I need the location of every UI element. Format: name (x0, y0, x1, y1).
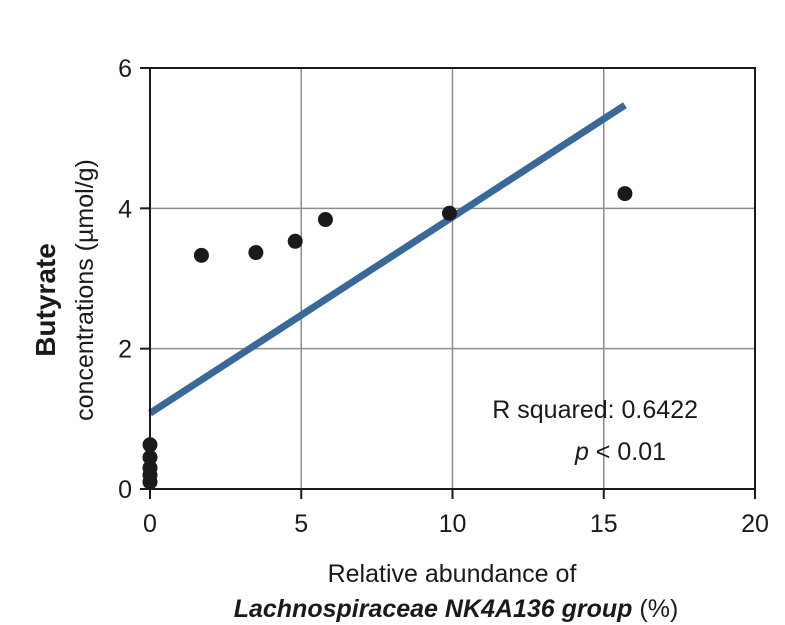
x-axis-unit: (%) (639, 595, 678, 623)
y-tick-label: 0 (118, 476, 132, 504)
x-tick-label: 20 (741, 510, 769, 538)
y-tick-label: 4 (118, 195, 132, 223)
y-tick-label: 6 (118, 55, 132, 83)
data-point (441, 205, 457, 221)
p-symbol: p (574, 438, 589, 466)
y-axis-label-rest: concentrations (µmol/g) (71, 159, 99, 421)
x-axis-ticks: 0 5 10 15 20 (143, 489, 769, 538)
r-squared-annotation: R squared: 0.6422 (492, 396, 698, 424)
data-point (287, 233, 303, 249)
x-tick-label: 15 (590, 510, 618, 538)
x-tick-label: 10 (439, 510, 467, 538)
x-axis-label-line1: Relative abundance of (328, 560, 577, 588)
regression-line (148, 102, 627, 417)
x-tick-label: 5 (294, 510, 308, 538)
x-axis-label-line2: Lachnospiraceae NK4A136 group (%) (234, 595, 679, 623)
grid-lines (150, 68, 755, 489)
y-axis-label-bold: Butyrate (30, 243, 61, 357)
y-axis-ticks: 0 2 4 6 (118, 55, 150, 504)
r-squared-value: 0.6422 (622, 396, 698, 424)
y-tick-label: 2 (118, 336, 132, 364)
x-tick-label: 0 (143, 510, 157, 538)
data-point (617, 186, 633, 202)
p-value-annotation: p < 0.01 (574, 438, 666, 466)
data-points (142, 186, 633, 490)
r-squared-label: R squared: (492, 396, 614, 424)
p-value-text: < 0.01 (596, 438, 666, 466)
data-point (317, 212, 333, 228)
x-axis-taxon-name: Lachnospiraceae NK4A136 group (234, 595, 633, 623)
data-point (248, 245, 264, 261)
data-point (193, 247, 209, 263)
